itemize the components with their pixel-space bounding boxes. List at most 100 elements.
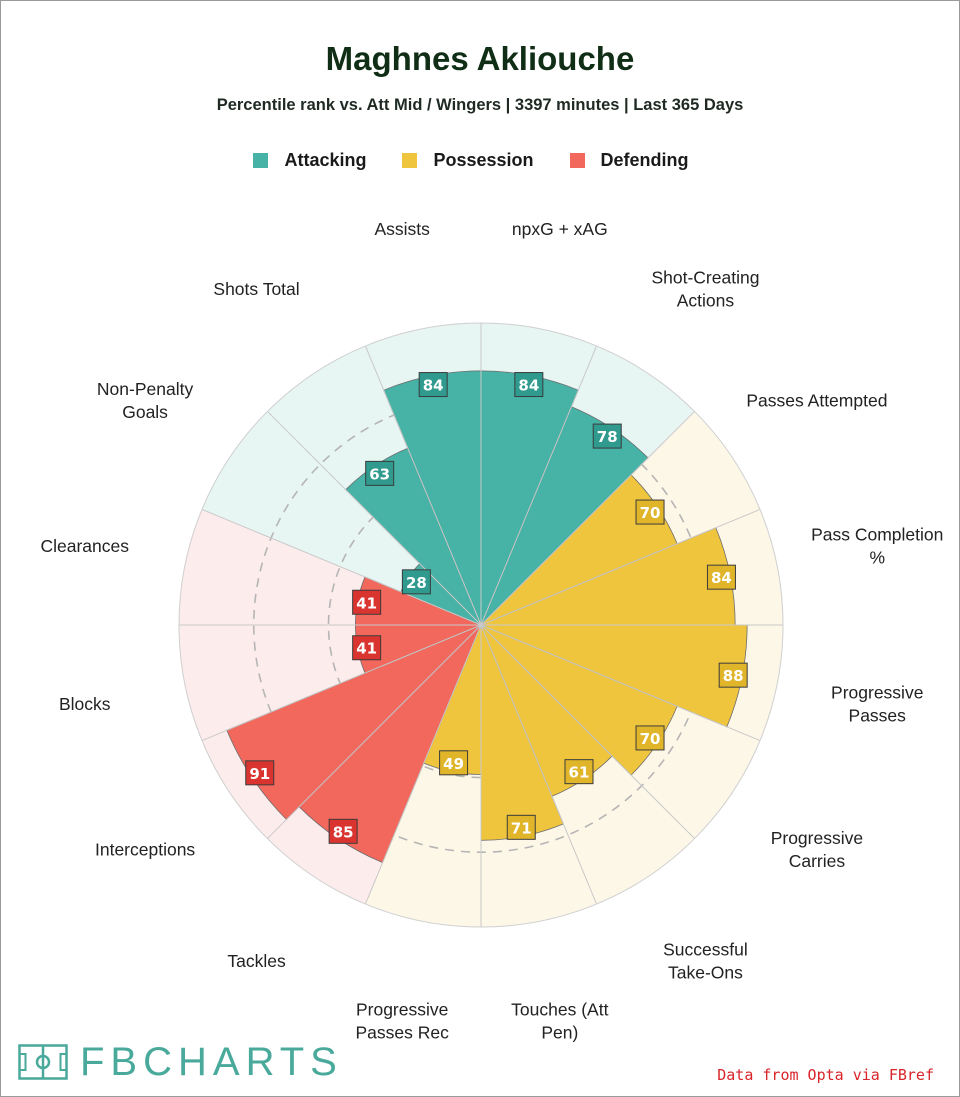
category-label-line: Carries: [789, 851, 846, 871]
category-label-line: Interceptions: [95, 839, 195, 859]
category-label-line: Passes Rec: [355, 1023, 449, 1043]
bar-pass-completion: [483, 527, 736, 626]
category-label-line: Progressive: [831, 682, 923, 702]
category-label-passes-attempted: Passes Attempted: [746, 391, 887, 411]
value-label-clearances: 41: [356, 594, 377, 612]
category-label-line: Actions: [677, 291, 735, 311]
value-label-progressive-passes: 88: [723, 667, 744, 685]
category-label-line: Blocks: [59, 694, 111, 714]
category-label-pass-completion: Pass Completion%: [811, 525, 943, 568]
pitch-icon: [18, 1044, 68, 1080]
bar-assists: [383, 370, 482, 623]
spoke-1: [480, 345, 598, 626]
category-label-assists: Assists: [374, 219, 430, 239]
spoke-6: [480, 624, 695, 839]
bars: [226, 370, 748, 864]
value-box-touches-att-pen: [506, 814, 536, 840]
spoke-5: [480, 624, 761, 742]
category-label-progressive-carries: Progressive Carries: [771, 828, 863, 871]
spoke-14: [267, 411, 482, 626]
category-label-tackles: Tackles: [227, 951, 286, 971]
value-box-passes-attempted: [635, 499, 665, 525]
category-label-line: %: [869, 548, 885, 568]
spoke-15: [364, 345, 482, 626]
spoke-7: [480, 624, 598, 905]
value-box-progressive-carries: [635, 725, 665, 751]
spokes: [178, 322, 784, 928]
value-box-clearances: [352, 589, 382, 615]
value-box-shot-creating-actions: [592, 423, 622, 449]
fbcharts-logo: FBCHARTS: [18, 1041, 343, 1083]
value-box-non-penalty-goals: [401, 569, 431, 595]
category-label-line: Touches (Att: [511, 1000, 608, 1020]
value-label-npxg-xag: 84: [518, 377, 539, 395]
chart-title: Maghnes Akliouche: [325, 40, 635, 77]
category-label-shot-creating-actions: Shot-Creating Actions: [651, 268, 759, 311]
spoke-9: [364, 624, 482, 905]
category-label-progressive-passes-rec: Progressive Passes Rec: [355, 1000, 449, 1043]
value-label-touches-att-pen: 71: [511, 819, 532, 837]
legend-item-defending: Defending: [569, 150, 707, 171]
category-label-clearances: Clearances: [40, 536, 129, 556]
bar-touches-att-pen: [480, 627, 564, 841]
category-label-touches-att-pen: Touches (Att Pen): [511, 1000, 608, 1043]
value-label-pass-completion: 84: [711, 569, 732, 587]
legend-label-attacking: Attacking: [284, 150, 367, 170]
value-box-progressive-passes-rec: [439, 750, 469, 776]
outer-ring: [178, 322, 784, 928]
value-box-successful-take-ons: [564, 759, 594, 785]
legend-label-possession: Possession: [433, 150, 534, 170]
value-box-shots-total: [365, 460, 395, 486]
category-label-line: Goals: [122, 402, 168, 422]
category-label-interceptions: Interceptions: [95, 839, 195, 859]
bar-npxg-xag: [480, 370, 579, 623]
spoke-2: [480, 411, 695, 626]
value-label-assists: 84: [423, 377, 444, 395]
value-label-shots-total: 63: [369, 465, 390, 483]
value-label-progressive-passes-rec: 49: [443, 755, 464, 773]
bar-shot-creating-actions: [481, 406, 649, 624]
category-label-line: Tackles: [227, 951, 286, 971]
legend-swatch-defending: [569, 153, 585, 168]
category-label-progressive-passes: Progressive Passes: [831, 682, 923, 725]
category-label-line: Non-Penalty: [97, 379, 194, 399]
category-label-line: Progressive: [356, 1000, 448, 1020]
bar-progressive-passes: [483, 624, 748, 728]
spoke-13: [201, 508, 482, 626]
category-label-line: Passes: [849, 705, 907, 725]
category-label-line: Assists: [374, 219, 430, 239]
category-labels: npxG + xAG Shot-Creating Actions Passes Att…: [40, 219, 943, 1043]
legend-swatch-attacking: [253, 153, 269, 168]
bar-tackles: [298, 626, 481, 864]
category-label-blocks: Blocks: [59, 694, 111, 714]
category-label-npxg-xag: npxG + xAG: [512, 219, 608, 239]
category-label-line: Shots Total: [213, 279, 299, 299]
value-label-progressive-carries: 70: [640, 730, 661, 748]
category-label-non-penalty-goals: Non-Penalty Goals: [97, 379, 194, 422]
legend-swatch-possession: [402, 153, 418, 168]
value-box-npxg-xag: [514, 372, 544, 398]
value-label-passes-attempted: 70: [640, 504, 661, 522]
value-label-tackles: 85: [333, 823, 354, 841]
value-label-interceptions: 91: [249, 765, 270, 783]
value-box-blocks: [352, 635, 382, 661]
bar-shots-total: [345, 447, 481, 624]
legend-item-attacking: Attacking: [253, 150, 384, 171]
bar-progressive-carries: [482, 625, 678, 776]
category-label-line: Clearances: [40, 536, 129, 556]
spoke-3: [480, 508, 761, 626]
value-box-pass-completion: [706, 564, 736, 590]
data-source: Data from Opta via FBref: [717, 1066, 934, 1084]
logo-text: FBCHARTS: [80, 1040, 343, 1084]
bar-interceptions: [226, 625, 480, 821]
bar-passes-attempted: [482, 474, 678, 625]
category-label-line: Take-Ons: [668, 962, 743, 982]
bar-successful-take-ons: [481, 626, 613, 797]
category-label-line: Pass Completion: [811, 525, 943, 545]
category-label-line: Progressive: [771, 828, 863, 848]
value-label-successful-take-ons: 61: [569, 764, 590, 782]
spoke-11: [201, 624, 482, 742]
legend: Attacking Possession Defending: [0, 150, 960, 171]
value-box-interceptions: [245, 760, 275, 786]
